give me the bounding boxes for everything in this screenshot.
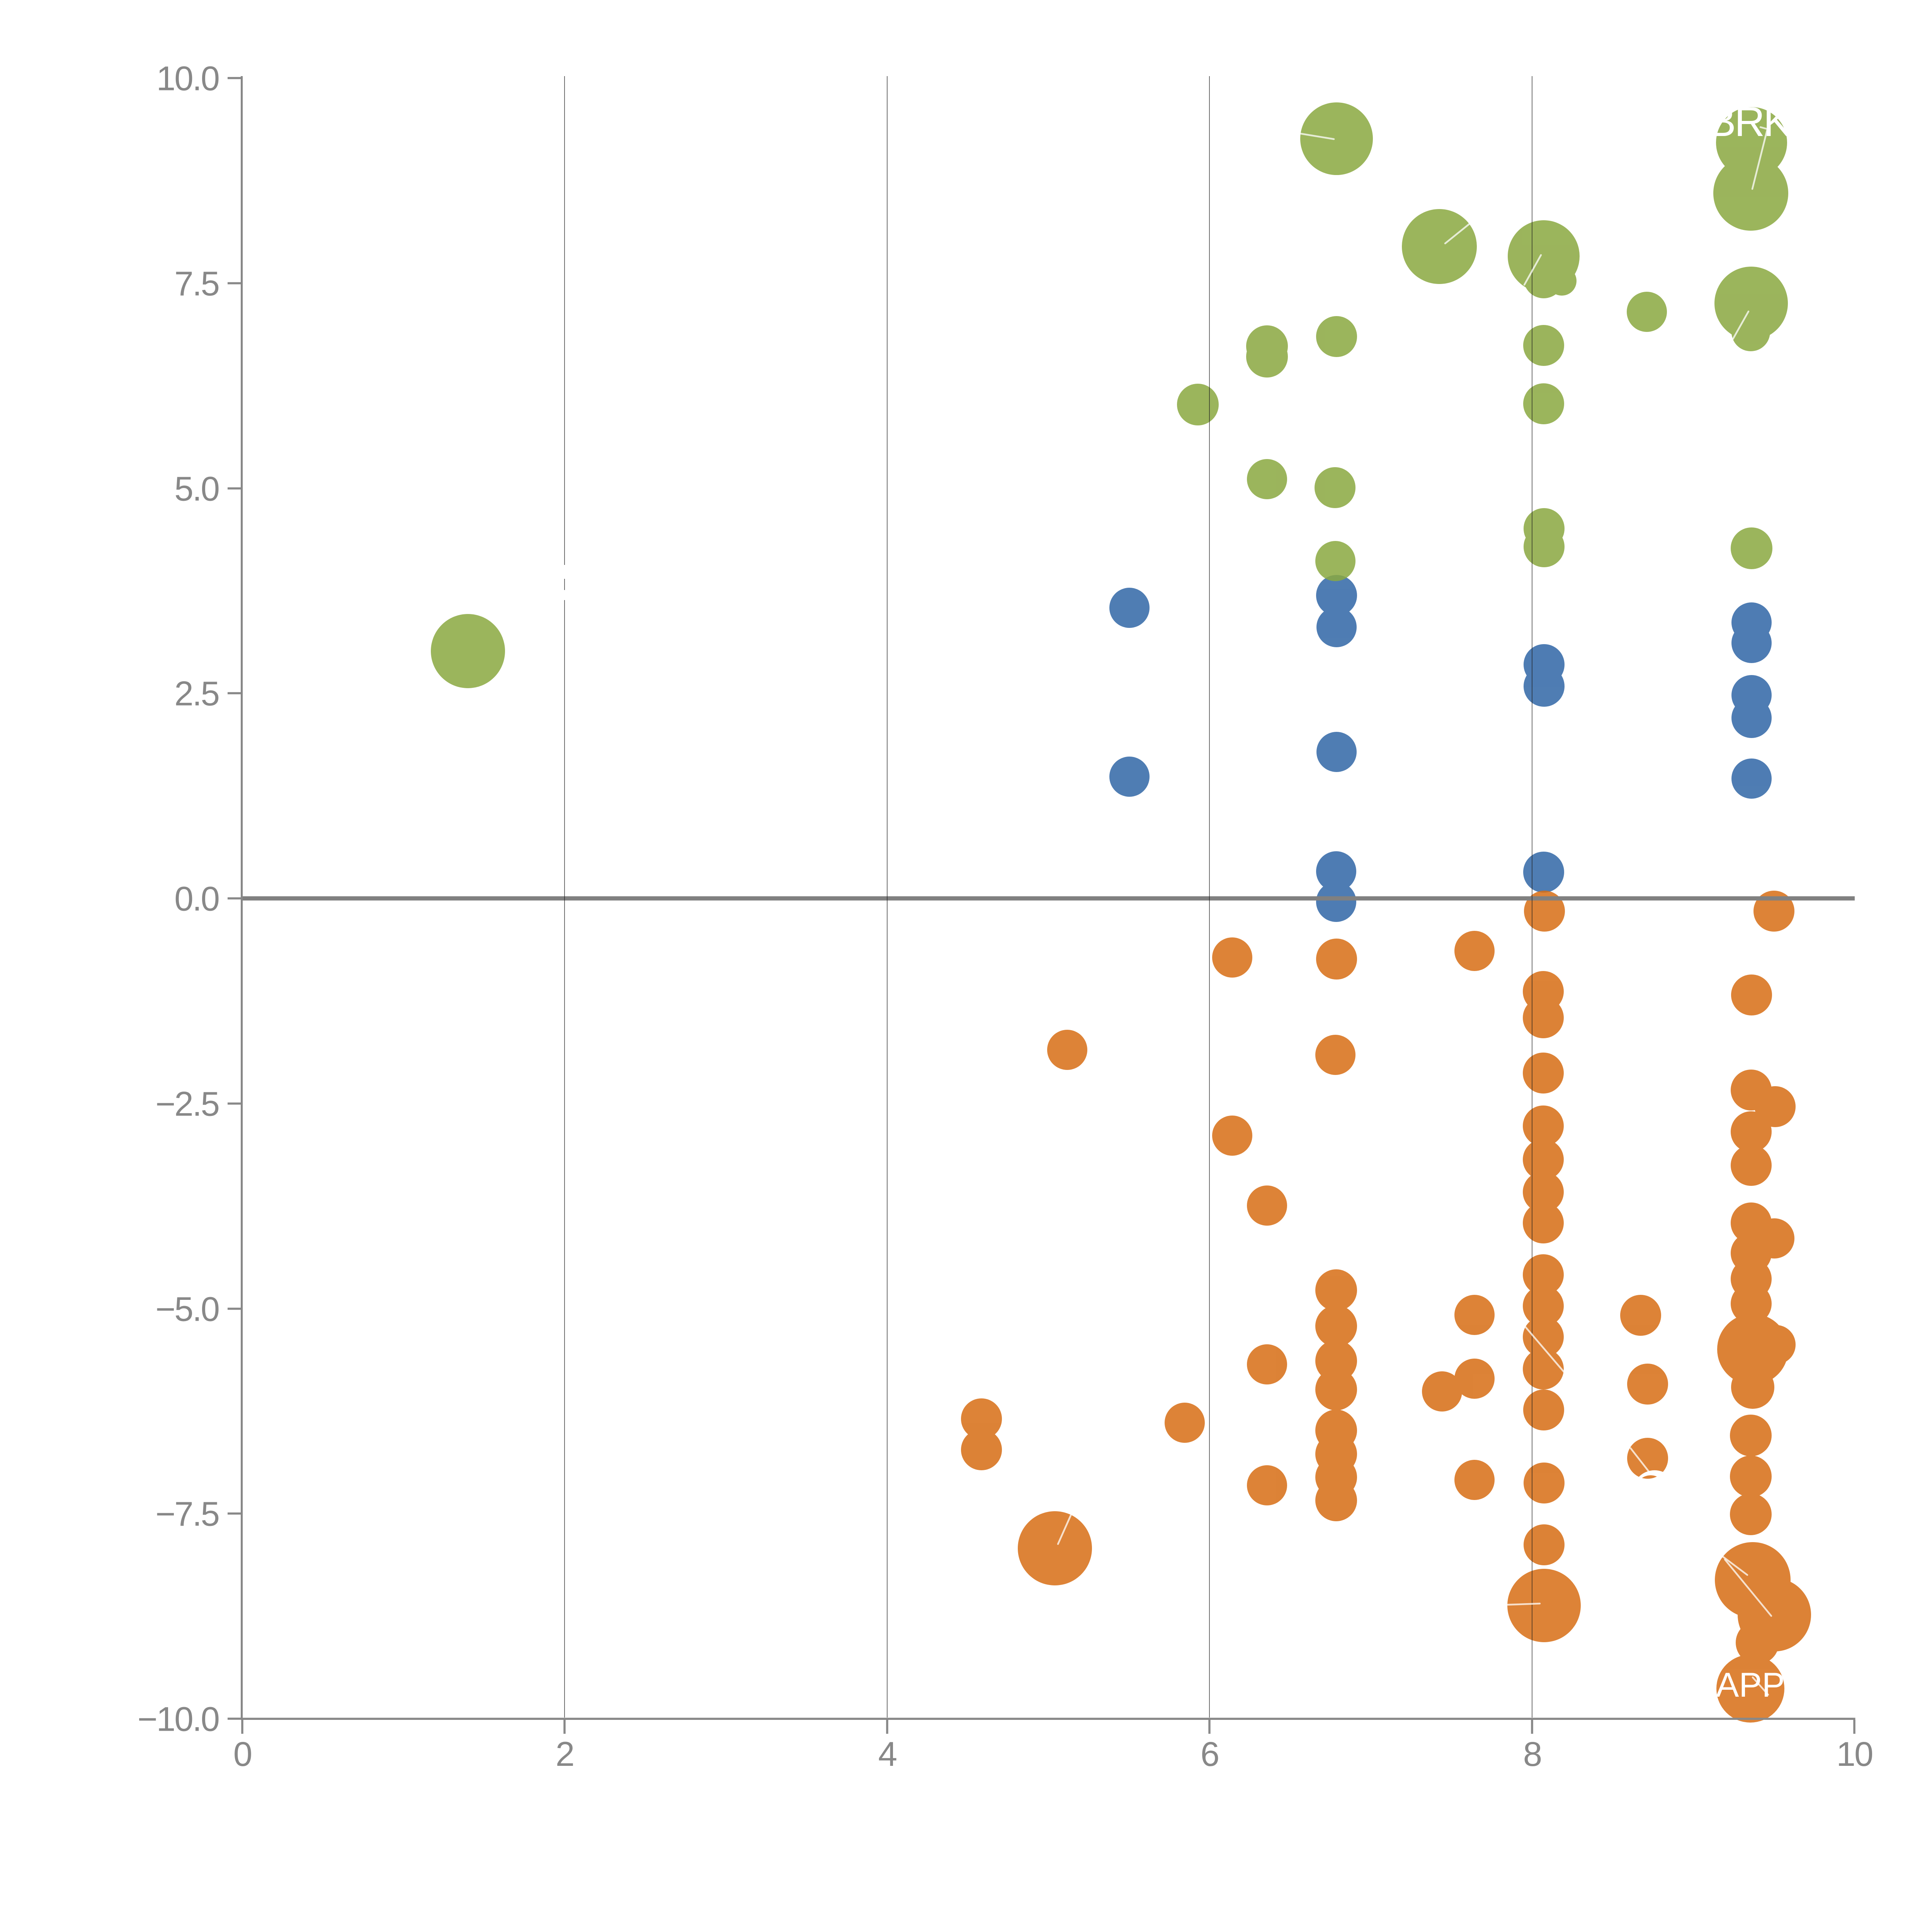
svg-text:10: 10 bbox=[1837, 1735, 1872, 1773]
svg-text:6: 6 bbox=[1201, 1735, 1219, 1773]
svg-text:4: 4 bbox=[878, 1735, 896, 1773]
svg-text:−10.0: −10.0 bbox=[138, 1700, 219, 1738]
svg-text:2.5: 2.5 bbox=[174, 674, 219, 713]
svg-text:2: 2 bbox=[556, 1735, 574, 1773]
svg-text:APPN: APPN bbox=[1716, 1665, 1810, 1704]
svg-text:7.5: 7.5 bbox=[174, 264, 219, 303]
svg-text:5.0: 5.0 bbox=[174, 469, 219, 508]
svg-text:BRK.B: BRK.B bbox=[1708, 98, 1827, 145]
svg-text:0: 0 bbox=[233, 1735, 252, 1773]
svg-text:10.0: 10.0 bbox=[156, 59, 219, 98]
svg-text:0.0: 0.0 bbox=[174, 879, 219, 918]
svg-text:−7.5: −7.5 bbox=[155, 1495, 219, 1533]
svg-text:−2.5: −2.5 bbox=[155, 1085, 219, 1123]
svg-text:8: 8 bbox=[1523, 1735, 1541, 1773]
svg-text:−5.0: −5.0 bbox=[155, 1290, 219, 1328]
